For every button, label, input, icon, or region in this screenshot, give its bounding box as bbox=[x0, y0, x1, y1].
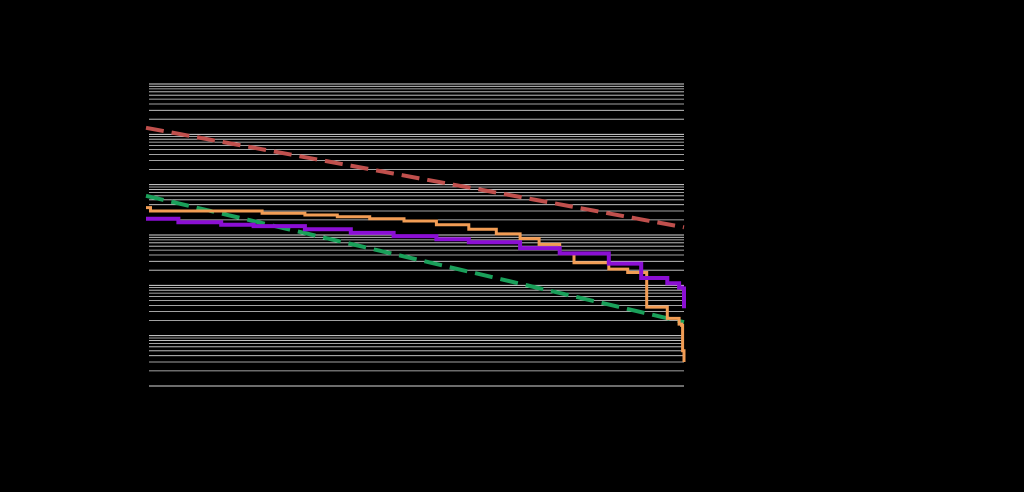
series-line-dashed-1 bbox=[145, 193, 685, 325]
grid-lines bbox=[149, 83, 684, 387]
series-group bbox=[145, 125, 686, 362]
series-line-step-3 bbox=[146, 216, 686, 309]
series-line-dashed-0 bbox=[145, 125, 685, 230]
series-line-step-2 bbox=[146, 206, 686, 362]
